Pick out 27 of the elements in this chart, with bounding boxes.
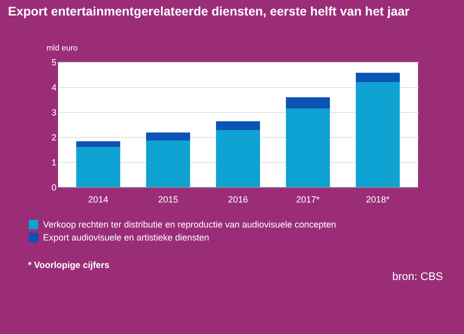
text: * Voorlopige cijfers [28,260,110,270]
x-tick-label: 2015 [158,194,178,204]
chart-title: Export entertainmentgerelateerde diensten, eerste helft van het jaar [8,4,410,18]
legend-label: Export audiovisuele en artistieke diensten [43,232,210,242]
bar [286,97,330,108]
bar [216,121,260,130]
x-tick-label: 2018* [366,194,390,204]
y-tick-label: 1 [51,158,56,168]
x-tick-label: 2016 [228,194,248,204]
y-tick-label: 4 [51,82,56,92]
bar [76,147,120,187]
legend-label: Verkoop rechten ter distributie en reproductie van audiovisuele concepten [43,220,336,230]
bar [356,72,400,82]
bar [286,108,330,187]
y-tick-label: 2 [51,132,56,142]
bar [146,132,190,140]
bar [146,140,190,187]
y-axis-title: mld euro [46,44,78,52]
x-tick-label: 2014 [88,194,108,204]
text: bron: CBS [392,271,443,283]
bar [216,130,260,187]
y-tick-label: 5 [51,58,56,68]
y-tick-label: 0 [51,182,56,192]
x-tick-label: 2017* [296,194,320,204]
bar [356,82,400,187]
y-tick-label: 3 [51,108,56,118]
bar [76,141,120,148]
